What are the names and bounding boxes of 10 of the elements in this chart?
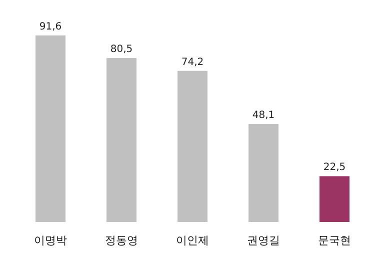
x-tick-label: 문국현 [318,234,351,247]
data-label: 22,5 [323,162,346,174]
data-label: 80,5 [110,44,133,56]
x-tick-label: 정동영 [105,234,138,247]
x-tick-label: 권영길 [247,234,280,247]
data-label: 48,1 [252,110,275,122]
data-label: 91,6 [39,21,62,32]
x-tick-label: 이인제 [176,234,209,247]
data-label: 74,2 [181,56,204,68]
x-tick-label: 이명박 [34,234,67,247]
